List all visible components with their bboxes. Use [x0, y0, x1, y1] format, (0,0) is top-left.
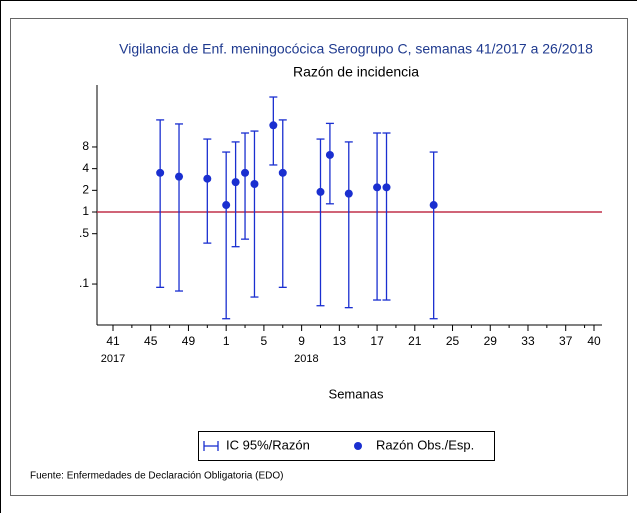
- error-bar: [373, 132, 382, 301]
- point: [156, 168, 165, 177]
- x-tick-label: 9: [298, 334, 305, 348]
- point: [203, 174, 212, 183]
- x-group-label: 2018: [294, 353, 318, 365]
- y-tick-label: 2: [82, 183, 89, 197]
- point: [429, 201, 438, 210]
- x-tick-label: 5: [261, 334, 268, 348]
- legend-box: [198, 431, 495, 461]
- x-tick-label: 21: [408, 334, 422, 348]
- y-tick-label: 1: [82, 204, 89, 218]
- error-bar: [175, 123, 184, 292]
- x-group-label: 2017: [101, 353, 125, 365]
- x-tick-label: 29: [484, 334, 498, 348]
- y-tick-label: 4: [82, 161, 89, 175]
- point: [278, 168, 287, 177]
- chart-title: Vigilancia de Enf. meningocócica Serogru…: [119, 41, 593, 57]
- x-tick-label: 1: [223, 334, 230, 348]
- x-axis-title: Semanas: [329, 386, 384, 401]
- error-bar: [429, 151, 438, 320]
- point: [373, 183, 382, 192]
- x-tick-label: 13: [333, 334, 347, 348]
- chart-subtitle: Razón de incidencia: [293, 64, 419, 80]
- error-bar: [241, 132, 250, 240]
- plot-frame: [10, 18, 628, 496]
- y-tick-label: 8: [82, 139, 89, 153]
- y-tick-label: .5: [79, 226, 89, 240]
- error-bar: [344, 141, 353, 309]
- error-bar: [156, 119, 165, 288]
- x-tick-label: 41: [106, 334, 120, 348]
- point: [222, 201, 231, 210]
- error-bar: [269, 96, 278, 166]
- error-bar: [278, 119, 287, 288]
- error-bar: [222, 151, 231, 320]
- point: [316, 187, 325, 196]
- x-tick-label: 40: [587, 334, 601, 348]
- x-tick-label: 37: [559, 334, 573, 348]
- legend-swatch: [354, 442, 362, 450]
- y-tick-label: .1: [79, 276, 89, 290]
- point: [325, 150, 334, 159]
- point: [241, 168, 250, 177]
- point: [382, 183, 391, 192]
- point: [231, 178, 240, 187]
- point: [175, 172, 184, 181]
- point: [344, 189, 353, 198]
- point: [250, 179, 259, 188]
- x-tick-label: 33: [521, 334, 535, 348]
- error-bar: [231, 141, 240, 248]
- legend-label: Razón Obs./Esp.: [376, 437, 474, 452]
- error-bar: [325, 122, 334, 205]
- error-bar: [250, 130, 259, 298]
- x-tick-label: 49: [182, 334, 196, 348]
- x-tick-label: 45: [144, 334, 158, 348]
- source-note: Fuente: Enfermedades de Declaración Obli…: [30, 471, 283, 482]
- x-tick-label: 17: [370, 334, 384, 348]
- legend-label: IC 95%/Razón: [226, 437, 310, 452]
- error-bar: [316, 138, 325, 307]
- point: [269, 121, 278, 130]
- x-tick-label: 25: [446, 334, 460, 348]
- error-bar: [203, 138, 212, 244]
- error-bar: [382, 132, 391, 301]
